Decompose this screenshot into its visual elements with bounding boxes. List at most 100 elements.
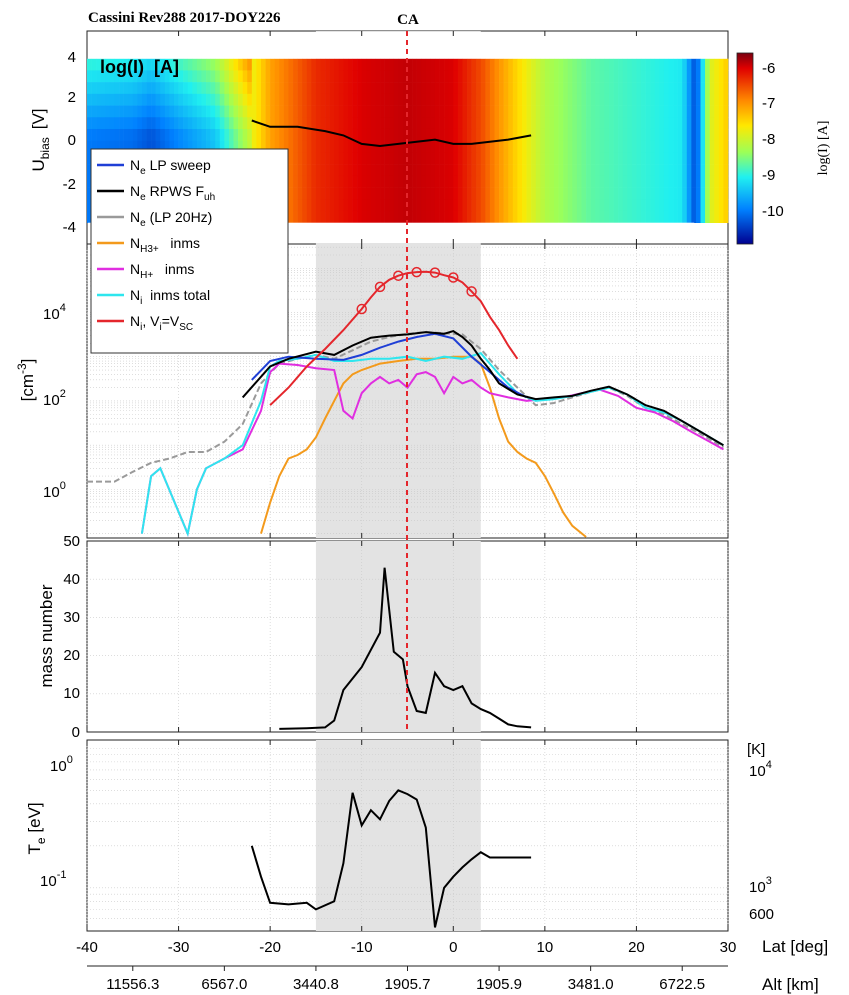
heatmap-cell xyxy=(622,93,628,106)
heatmap-cell xyxy=(334,175,340,188)
heatmap-cell xyxy=(563,140,569,153)
legend-label-part: H+ xyxy=(140,270,153,281)
heatmap-cell xyxy=(91,82,97,95)
heatmap-cell xyxy=(100,70,106,83)
heatmap-cell xyxy=(375,128,381,141)
heatmap-cell xyxy=(132,82,138,95)
heatmap-cell xyxy=(260,58,266,71)
heatmap-cell xyxy=(238,105,243,118)
heatmap-cell xyxy=(412,105,417,118)
heatmap-cell xyxy=(393,210,399,223)
heatmap-cell xyxy=(471,82,477,95)
heatmap-cell xyxy=(480,152,486,165)
heatmap-cell xyxy=(370,164,376,177)
heatmap-cell xyxy=(370,105,376,118)
heatmap-cell xyxy=(631,199,637,212)
heatmap-cell xyxy=(659,187,665,200)
heatmap-cell xyxy=(334,58,340,71)
heatmap-cell xyxy=(636,93,642,106)
heatmap-cell xyxy=(192,93,198,106)
heatmap-cell xyxy=(151,93,156,106)
heatmap-cell xyxy=(627,82,633,95)
heatmap-cell xyxy=(215,70,221,83)
heatmap-cell xyxy=(366,140,372,153)
heatmap-cell xyxy=(434,140,440,153)
heatmap-cell xyxy=(164,117,170,130)
heatmap-cell xyxy=(494,199,500,212)
heatmap-cell xyxy=(453,140,459,153)
heatmap-cell xyxy=(128,58,134,71)
heatmap-cell xyxy=(434,58,440,71)
heatmap-cell xyxy=(641,117,646,130)
heatmap-cell xyxy=(270,70,276,83)
heatmap-cell xyxy=(421,199,427,212)
heatmap-cell xyxy=(489,58,495,71)
heatmap-cell xyxy=(682,93,688,106)
heatmap-cell xyxy=(430,117,436,130)
heatmap-cell xyxy=(434,164,440,177)
heatmap-cell xyxy=(650,199,656,212)
heatmap-cell xyxy=(338,175,344,188)
heatmap-cell xyxy=(695,187,701,200)
heatmap-cell xyxy=(467,105,472,118)
heatmap-cell xyxy=(338,210,344,223)
heatmap-cell xyxy=(682,117,688,130)
heatmap-cell xyxy=(544,210,550,223)
heatmap-cell xyxy=(485,117,491,130)
heatmap-cell xyxy=(476,70,482,83)
heatmap-cell xyxy=(402,164,408,177)
heatmap-cell xyxy=(384,164,390,177)
heatmap-cell xyxy=(480,82,486,95)
heatmap-cell xyxy=(705,105,710,118)
heatmap-cell xyxy=(293,199,298,212)
heatmap-cell xyxy=(375,187,381,200)
heatmap-cell xyxy=(206,105,211,118)
heatmap-cell xyxy=(503,140,509,153)
heatmap-cell xyxy=(352,187,358,200)
heatmap-cell xyxy=(563,117,569,130)
heatmap-cell xyxy=(476,210,482,223)
heatmap-cell xyxy=(192,70,198,83)
heatmap-cell xyxy=(471,152,477,165)
mass-number-line xyxy=(279,567,532,730)
heatmap-cell xyxy=(352,152,358,165)
heatmap-cell xyxy=(155,70,161,83)
heatmap-cell xyxy=(618,175,623,188)
heatmap-cell xyxy=(361,199,367,212)
heatmap-cell xyxy=(517,117,523,130)
heatmap-cell xyxy=(421,93,427,106)
heatmap-cell xyxy=(311,152,317,165)
heatmap-cell xyxy=(302,93,308,106)
heatmap-cell xyxy=(526,93,532,106)
heatmap-cell xyxy=(604,199,610,212)
heatmap-cell xyxy=(471,210,477,223)
lat-tick-label: 0 xyxy=(449,939,457,956)
heatmap-cell xyxy=(691,70,697,83)
heatmap-cell xyxy=(641,140,646,153)
panel4-ytick-base: 10 xyxy=(749,763,766,780)
heatmap-cell xyxy=(279,140,285,153)
heatmap-cell xyxy=(531,105,536,118)
heatmap-cell xyxy=(650,140,656,153)
heatmap-cell xyxy=(393,140,399,153)
heatmap-cell xyxy=(595,164,601,177)
heatmap-cell xyxy=(311,199,317,212)
heatmap-cell xyxy=(691,140,697,153)
heatmap-cell xyxy=(608,82,614,95)
heatmap-cell xyxy=(641,187,646,200)
heatmap-cell xyxy=(302,199,308,212)
heatmap-cell xyxy=(183,140,189,153)
panel1-ytick: 4 xyxy=(68,49,76,66)
heatmap-cell xyxy=(641,152,646,165)
heatmap-cell xyxy=(338,58,344,71)
heatmap-cell xyxy=(613,117,619,130)
panel2-ytick-base: 10 xyxy=(43,484,60,501)
heatmap-cell xyxy=(576,70,582,83)
heatmap-cell xyxy=(366,164,372,177)
heatmap-cell xyxy=(695,105,701,118)
heatmap-cell xyxy=(631,82,637,95)
heatmap-cell xyxy=(453,117,459,130)
heatmap-cell xyxy=(677,175,683,188)
heatmap-cell xyxy=(439,187,445,200)
alt-tick-label: 3440.8 xyxy=(293,976,339,993)
